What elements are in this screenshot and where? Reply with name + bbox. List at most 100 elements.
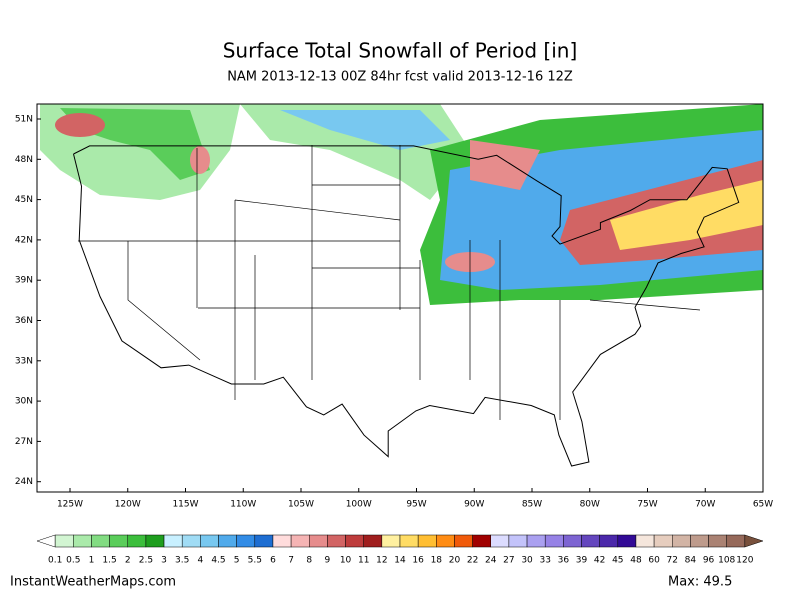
- colorbar-label: 60: [648, 556, 660, 566]
- colorbar-box: [417, 534, 437, 548]
- colorbar-box: [599, 534, 619, 548]
- colorbar-box: [109, 534, 128, 548]
- colorbar-label: 33: [539, 556, 550, 566]
- colorbar-box: [690, 534, 709, 548]
- lon-label: 110W: [230, 500, 256, 510]
- colorbar-label: 4.5: [211, 556, 225, 566]
- colorbar-label: 42: [594, 556, 605, 566]
- map: [37, 104, 763, 492]
- colorbar-box: [309, 534, 328, 548]
- lon-label: 125W: [57, 500, 83, 510]
- colorbar-label: 45: [612, 556, 623, 566]
- colorbar-label: 4: [197, 556, 203, 566]
- colorbar-box: [163, 534, 183, 548]
- title: Surface Total Snowfall of Period [in]: [223, 39, 578, 63]
- colorbar-label: 2.5: [139, 556, 153, 566]
- lon-label: 85W: [522, 500, 542, 510]
- lon-label: 75W: [637, 500, 657, 510]
- map-frame: [36, 103, 764, 493]
- colorbar-label: 7: [288, 556, 294, 566]
- max-value: Max: 49.5: [668, 575, 732, 590]
- lon-label: 100W: [346, 500, 372, 510]
- colorbar-label: 1.5: [102, 556, 116, 566]
- colorbar-label: 2: [125, 556, 131, 566]
- colorbar-box: [381, 534, 401, 548]
- colorbar-box: [272, 534, 292, 548]
- colorbar-label: 6: [270, 556, 276, 566]
- colorbar-label: 5: [234, 556, 240, 566]
- colorbar-box: [526, 534, 546, 548]
- colorbar-label: 1: [89, 556, 95, 566]
- us-outline: [73, 145, 740, 467]
- lon-label: 105W: [288, 500, 314, 510]
- colorbar-box: [345, 534, 364, 548]
- colorbar-label: 16: [412, 556, 424, 566]
- colorbar-label: 9: [325, 556, 331, 566]
- colorbar-end: [36, 534, 56, 548]
- colorbar-box: [508, 534, 528, 548]
- colorbar-box: [708, 534, 727, 548]
- site: InstantWeatherMaps.com: [10, 575, 176, 590]
- colorbar-box: [54, 534, 74, 548]
- colorbar-label: 0.5: [66, 556, 80, 566]
- colorbar-label: 120: [736, 556, 753, 566]
- colorbar-box: [617, 534, 637, 548]
- lat-label: 51N: [15, 115, 33, 125]
- colorbar-box: [563, 534, 582, 548]
- colorbar-label: 30: [521, 556, 533, 566]
- colorbar-box: [73, 534, 92, 548]
- colorbar-end: [744, 534, 764, 548]
- colorbar-label: 96: [703, 556, 715, 566]
- lat-label: 48N: [15, 155, 33, 165]
- colorbar-label: 12: [376, 556, 387, 566]
- lon-label: 80W: [580, 500, 600, 510]
- colorbar-box: [635, 534, 655, 548]
- colorbar-box: [363, 534, 383, 548]
- colorbar-box: [181, 534, 201, 548]
- colorbar-label: 18: [431, 556, 443, 566]
- colorbar-box: [236, 534, 256, 548]
- colorbar-box: [327, 534, 346, 548]
- colorbar-label: 36: [558, 556, 570, 566]
- colorbar-label: 108: [718, 556, 735, 566]
- lon-label: 115W: [172, 500, 198, 510]
- colorbar-label: 8: [306, 556, 312, 566]
- lon-label: 70W: [695, 500, 715, 510]
- colorbar-box: [436, 534, 455, 548]
- colorbar-box: [726, 534, 746, 548]
- colorbar-box: [254, 534, 274, 548]
- colorbar-box: [127, 534, 147, 548]
- state-lines: [78, 145, 701, 420]
- colorbar-label: 48: [630, 556, 642, 566]
- colorbar-label: 84: [685, 556, 697, 566]
- lat-label: 24N: [15, 477, 33, 487]
- colorbar-box: [544, 534, 564, 548]
- lat-label: 36N: [15, 316, 33, 326]
- colorbar-label: 24: [485, 556, 497, 566]
- colorbar-label: 5.5: [248, 556, 262, 566]
- lon-label: 65W: [753, 500, 773, 510]
- colorbar-label: 72: [667, 556, 678, 566]
- lon-label: 95W: [406, 500, 426, 510]
- lat-label: 39N: [15, 276, 33, 286]
- colorbar-box: [672, 534, 691, 548]
- colorbar-label: 3.5: [175, 556, 189, 566]
- colorbar-box: [472, 534, 492, 548]
- colorbar-label: 0.1: [48, 556, 62, 566]
- colorbar-box: [454, 534, 473, 548]
- lat-label: 30N: [15, 397, 33, 407]
- colorbar-label: 14: [394, 556, 406, 566]
- lat-label: 45N: [15, 195, 33, 205]
- colorbar-label: 27: [503, 556, 514, 566]
- lat-label: 33N: [15, 356, 33, 366]
- colorbar-label: 10: [340, 556, 352, 566]
- colorbar-label: 20: [449, 556, 461, 566]
- colorbar-label: 22: [467, 556, 478, 566]
- lat-label: 27N: [15, 437, 33, 447]
- colorbar-label: 11: [358, 556, 369, 566]
- lat-label: 42N: [15, 235, 33, 245]
- colorbar-box: [91, 534, 110, 548]
- lon-label: 90W: [464, 500, 484, 510]
- colorbar-box: [145, 534, 165, 548]
